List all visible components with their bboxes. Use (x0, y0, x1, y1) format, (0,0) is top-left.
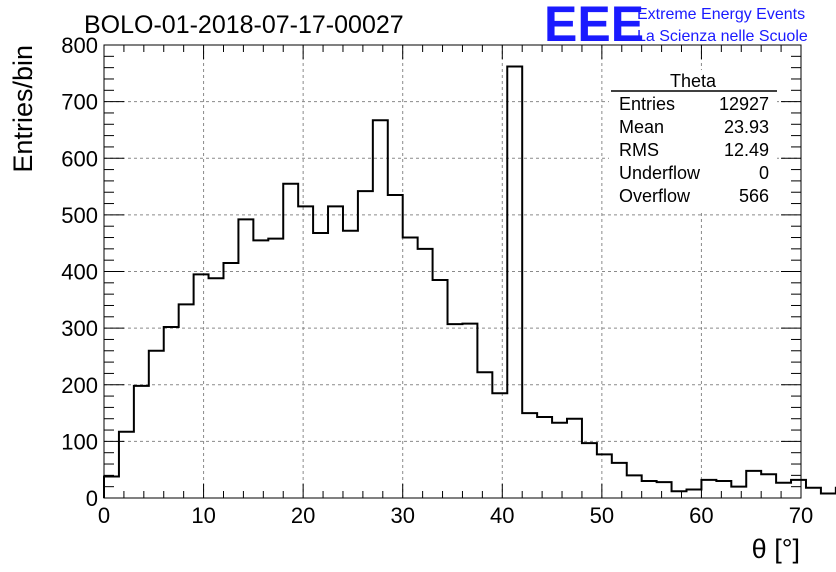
histogram-bin (477, 372, 492, 498)
histogram-bin (686, 490, 701, 498)
histogram-bin (298, 206, 313, 498)
histogram-bin (134, 386, 149, 498)
eee-logo: EEE Extreme Energy Events La Scienza nel… (544, 0, 808, 52)
histogram-bin (731, 487, 746, 498)
stats-box-background (609, 70, 777, 210)
histogram-bin (343, 231, 358, 498)
y-tick-label: 800 (61, 33, 98, 58)
histogram-bin (223, 263, 238, 498)
histogram-bin (253, 240, 268, 498)
y-tick-label: 0 (86, 486, 98, 511)
histogram-bin (283, 184, 298, 498)
x-axis-title: θ [°] (752, 534, 800, 564)
histogram-bin (672, 491, 687, 498)
x-tick-label: 30 (390, 503, 414, 528)
x-tick-label: 0 (98, 503, 110, 528)
x-tick-label: 60 (689, 503, 713, 528)
histogram-bin (522, 413, 537, 498)
histogram-bin (776, 483, 791, 498)
y-tick-label: 400 (61, 260, 98, 285)
stats-rows: Entries 12927 Mean 23.93 RMS 12.49 Underflow 0 O… (619, 94, 769, 206)
logo-line-2: La Scienza nelle Scuole (637, 28, 808, 45)
histogram-bin (507, 67, 522, 498)
histogram-bin (537, 417, 552, 498)
histogram-bin (582, 443, 597, 498)
y-tick-label: 500 (61, 203, 98, 228)
y-tick-label: 100 (61, 429, 98, 454)
logo-line-1: Extreme Energy Events (637, 6, 805, 23)
histogram-bin (552, 423, 567, 498)
stats-label: RMS (619, 140, 659, 160)
histogram-bin (164, 327, 179, 498)
x-tick-label: 70 (789, 503, 813, 528)
histogram-bin (403, 238, 418, 498)
y-tick-label: 200 (61, 373, 98, 398)
histogram-bin (716, 481, 731, 498)
stats-label: Mean (619, 117, 664, 137)
histogram-bin (358, 191, 373, 498)
histogram-bin (627, 475, 642, 498)
histogram-bin (194, 274, 209, 498)
histogram-bin (791, 480, 806, 498)
stats-value: 12.49 (724, 140, 769, 160)
histogram-bin (761, 474, 776, 498)
y-tick-label: 300 (61, 316, 98, 341)
histogram-bin (328, 206, 343, 498)
histogram-bin (388, 195, 403, 498)
histogram-bin (701, 480, 716, 498)
histogram-bin (642, 481, 657, 498)
stats-box: Theta Entries 12927 Mean 23.93 RMS 12.49 Under… (609, 70, 777, 210)
y-tick-label: 700 (61, 90, 98, 115)
stats-value: 12927 (719, 94, 769, 114)
x-tick-label: 10 (191, 503, 215, 528)
histogram-bin (268, 239, 283, 498)
stats-label: Entries (619, 94, 675, 114)
stats-value: 23.93 (724, 117, 769, 137)
histogram-bin (238, 219, 253, 498)
histogram-bin (179, 304, 194, 498)
y-axis-title: Entries/bin (8, 45, 38, 173)
x-tick-label: 40 (490, 503, 514, 528)
histogram-bin (657, 482, 672, 498)
x-tick-label: 20 (291, 503, 315, 528)
histogram-bin (597, 454, 612, 498)
stats-title: Theta (670, 71, 717, 91)
stats-value: 566 (739, 186, 769, 206)
histogram-bin (433, 280, 448, 498)
histogram-bin (313, 233, 328, 498)
histogram-bin (149, 351, 164, 498)
histogram-bin (209, 278, 224, 498)
logo-mark: EEE (544, 0, 644, 52)
histogram-bin (746, 471, 761, 498)
histogram-bin (104, 476, 119, 498)
histogram-bin (462, 324, 477, 498)
y-tick-labels: 0 100 200 300 400 500 600 700 800 (61, 33, 98, 511)
histogram-outline (103, 65, 836, 498)
histogram-bin (492, 393, 507, 498)
histogram-bin (418, 249, 433, 498)
axis-ticks (103, 44, 802, 499)
grid-lines (104, 45, 801, 498)
stats-value: 0 (759, 163, 769, 183)
x-tick-label: 50 (590, 503, 614, 528)
histogram-bin (567, 419, 582, 498)
stats-label: Overflow (619, 186, 691, 206)
histogram-bin (612, 463, 627, 498)
stats-label: Underflow (619, 163, 701, 183)
histogram-bin (806, 488, 821, 498)
histogram-bars (103, 65, 836, 498)
chart-title: BOLO-01-2018-07-17-00027 (84, 11, 404, 39)
histogram-bin (448, 324, 463, 498)
y-tick-label: 600 (61, 146, 98, 171)
x-tick-labels: 0 10 20 30 40 50 60 70 (98, 503, 813, 528)
